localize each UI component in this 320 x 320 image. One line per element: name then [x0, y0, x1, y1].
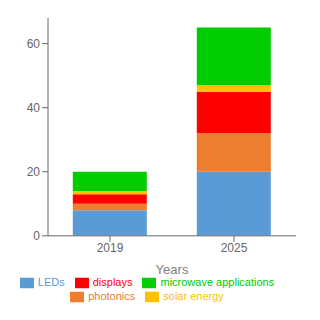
html-text:solar energy: solar energy — [163, 289, 224, 302]
svg-text:20: 20 — [27, 165, 41, 179]
svg-text:2019: 2019 — [97, 241, 124, 255]
svg-text:0: 0 — [33, 229, 40, 243]
html-text:microwave applications: microwave applications — [160, 275, 275, 288]
svg-text:60: 60 — [27, 37, 41, 51]
svg-text:40: 40 — [27, 101, 41, 115]
svg-text:2025: 2025 — [221, 241, 248, 255]
html-text:photonics: photonics — [88, 289, 136, 302]
svg-text:Years: Years — [156, 262, 189, 277]
html-text:LEDs: LEDs — [37, 275, 65, 288]
html-text:displays: displays — [92, 275, 133, 288]
